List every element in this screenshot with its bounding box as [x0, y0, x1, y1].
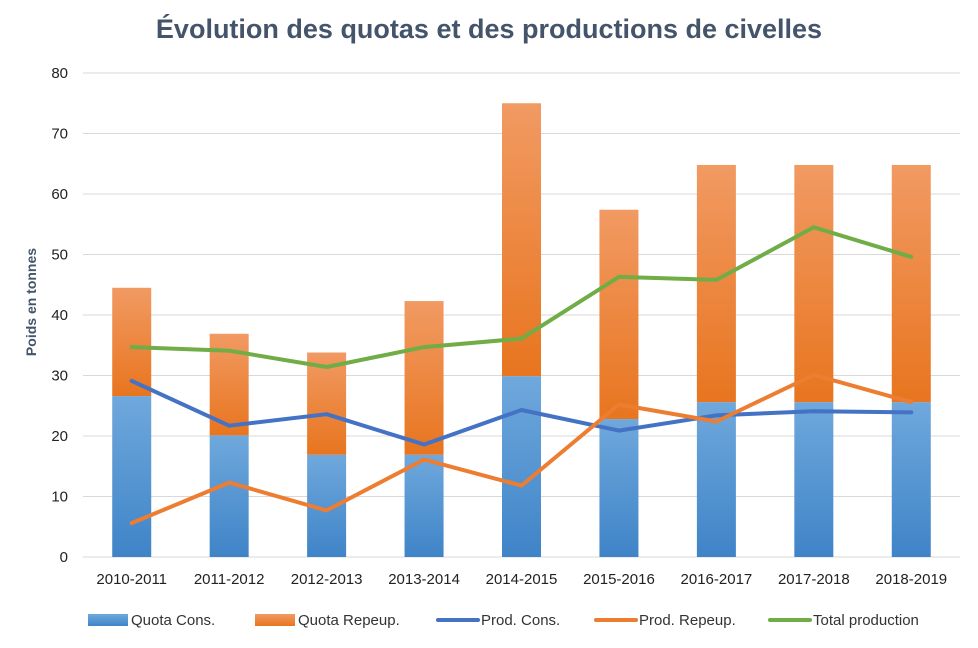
- x-tick-label: 2013-2014: [388, 571, 460, 588]
- x-tick-label: 2014-2015: [486, 571, 558, 588]
- legend-label: Prod. Repeup.: [639, 612, 736, 629]
- bar-quota-cons: [209, 435, 249, 557]
- y-tick-label: 10: [51, 489, 68, 506]
- bar-quota-repeup: [696, 164, 736, 403]
- bar-quota-cons: [794, 402, 834, 557]
- x-tick-label: 2016-2017: [681, 571, 753, 588]
- y-tick-label: 40: [51, 307, 68, 324]
- y-tick-label: 0: [60, 549, 68, 566]
- legend-swatch: [88, 614, 128, 626]
- bar-quota-repeup: [112, 287, 152, 397]
- y-tick-label: 30: [51, 368, 68, 385]
- bar-quota-cons: [696, 402, 736, 557]
- x-tick-label: 2012-2013: [291, 571, 363, 588]
- x-tick-label: 2011-2012: [194, 571, 265, 588]
- y-tick-label: 20: [51, 428, 68, 445]
- y-tick-label: 50: [51, 247, 68, 264]
- legend-label: Prod. Cons.: [481, 612, 560, 629]
- bar-quota-repeup: [502, 103, 541, 377]
- y-tick-label: 80: [51, 65, 68, 82]
- legend-swatch: [255, 614, 295, 626]
- bar-quota-cons: [404, 454, 444, 557]
- y-tick-label: 60: [51, 186, 68, 203]
- line-total-production: [129, 225, 914, 369]
- bar-quota-repeup: [307, 352, 347, 455]
- bar-quota-cons: [112, 396, 152, 557]
- bar-quota-repeup: [794, 164, 834, 403]
- bar-quota-cons: [599, 419, 639, 557]
- legend-label: Quota Repeup.: [298, 612, 400, 629]
- x-tick-label: 2018-2019: [875, 571, 947, 588]
- x-tick-label: 2010-2011: [96, 571, 167, 588]
- bar-quota-cons: [891, 402, 931, 557]
- line-prod-repeup: [129, 372, 914, 526]
- y-tick-label: 70: [51, 126, 68, 143]
- bar-quota-repeup: [599, 209, 639, 420]
- x-tick-label: 2017-2018: [778, 571, 850, 588]
- y-axis-label: Poids en tonnes: [23, 248, 39, 356]
- legend-label: Quota Cons.: [131, 612, 215, 629]
- x-tick-label: 2015-2016: [583, 571, 655, 588]
- line-prod-cons: [129, 378, 914, 447]
- bar-quota-repeup: [891, 164, 931, 403]
- bar-quota-cons: [502, 376, 541, 557]
- bar-quota-repeup: [404, 301, 444, 455]
- chart-title: Évolution des quotas et des productions …: [156, 13, 822, 44]
- legend-label: Total production: [813, 612, 919, 629]
